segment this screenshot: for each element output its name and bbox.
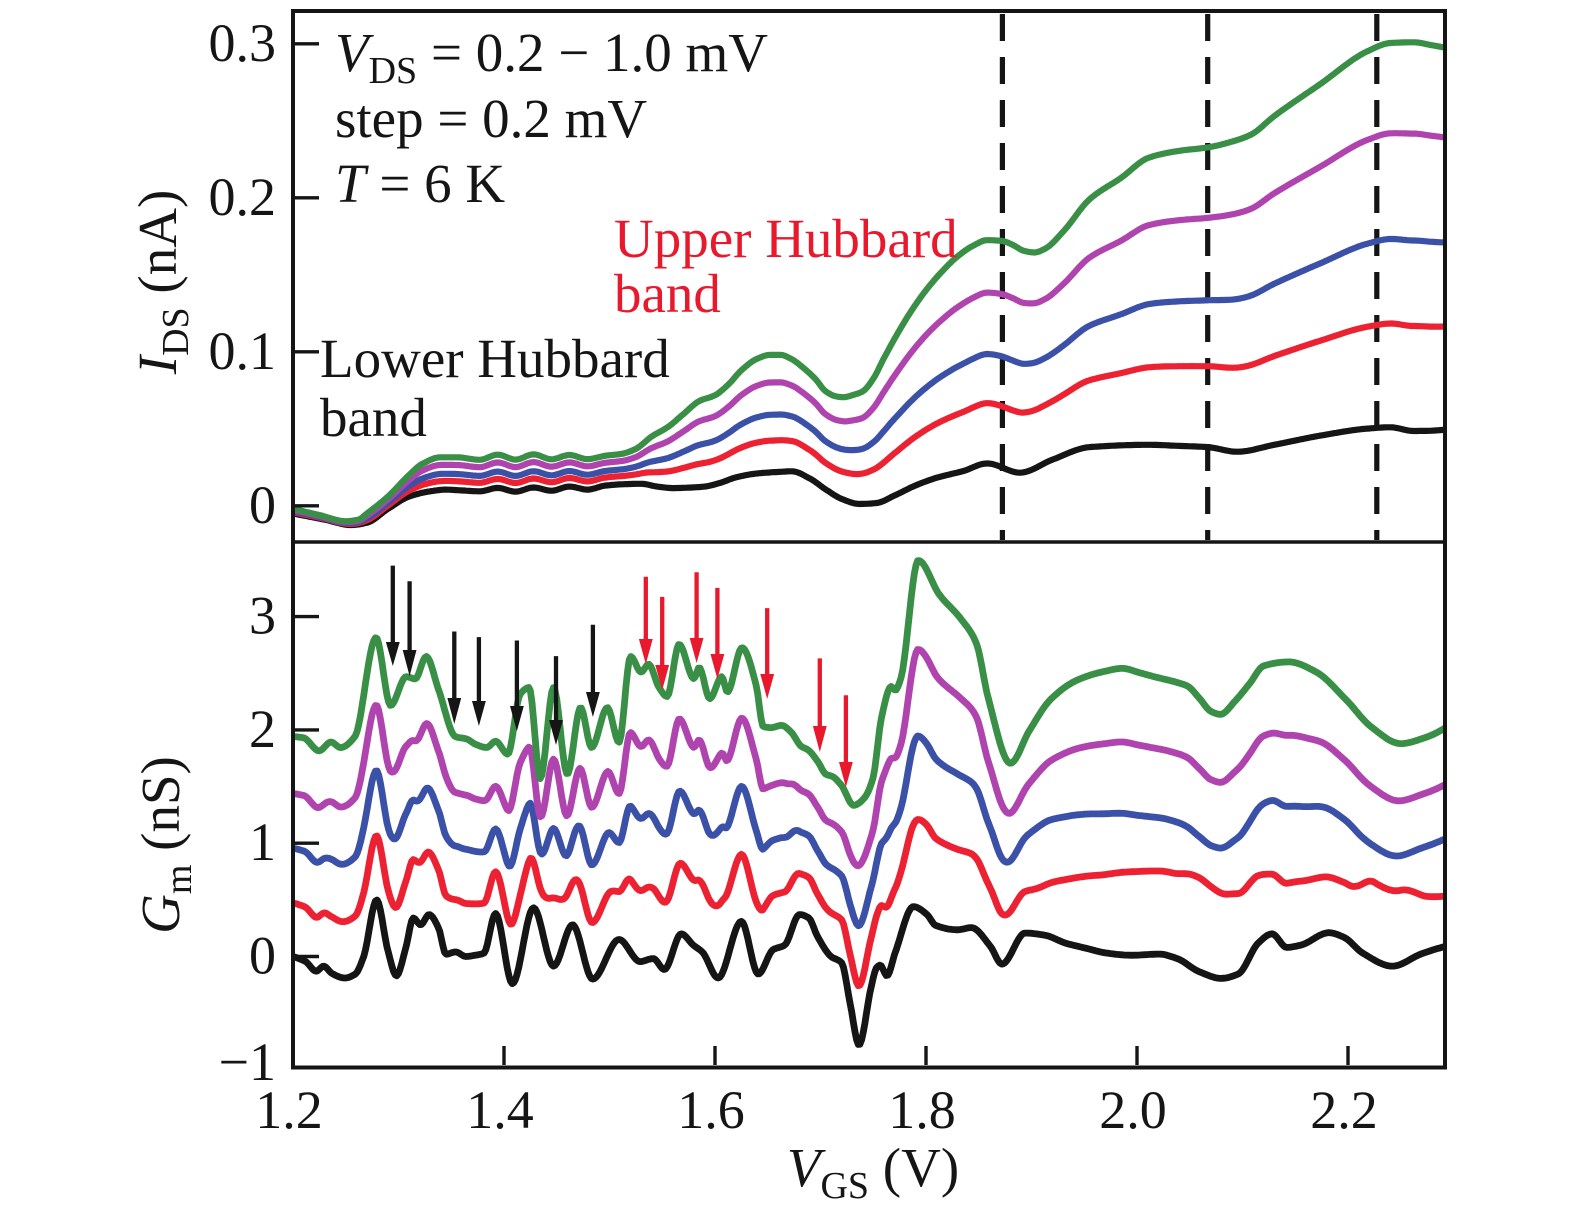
svg-text:0: 0	[249, 926, 276, 986]
svg-text:0.3: 0.3	[209, 13, 277, 73]
svg-text:Upper Hubbard: Upper Hubbard	[614, 208, 958, 269]
svg-text:0.2: 0.2	[209, 167, 277, 227]
svg-text:0.1: 0.1	[209, 321, 277, 381]
svg-text:0: 0	[249, 475, 276, 535]
svg-text:2: 2	[249, 699, 276, 759]
svg-text:band: band	[320, 387, 427, 448]
svg-text:1: 1	[249, 812, 276, 872]
svg-text:−1: −1	[219, 1032, 276, 1092]
svg-text:IDS (nA): IDS (nA)	[127, 190, 197, 376]
svg-text:step = 0.2 mV: step = 0.2 mV	[335, 88, 647, 149]
svg-text:1.4: 1.4	[466, 1080, 534, 1140]
svg-text:3: 3	[249, 586, 276, 646]
svg-text:VDS = 0.2 − 1.0 mV: VDS = 0.2 − 1.0 mV	[335, 22, 768, 92]
svg-text:VGS (V): VGS (V)	[787, 1137, 959, 1207]
svg-text:2.0: 2.0	[1099, 1080, 1167, 1140]
svg-text:2.2: 2.2	[1310, 1080, 1378, 1140]
svg-text:1.2: 1.2	[255, 1080, 323, 1140]
svg-text:Lower Hubbard: Lower Hubbard	[320, 328, 670, 389]
svg-text:1.6: 1.6	[677, 1080, 745, 1140]
svg-text:band: band	[614, 263, 721, 324]
svg-text:Gm (nS): Gm (nS)	[130, 756, 200, 934]
svg-text:T = 6 K: T = 6 K	[335, 153, 505, 214]
svg-text:1.8: 1.8	[888, 1080, 956, 1140]
